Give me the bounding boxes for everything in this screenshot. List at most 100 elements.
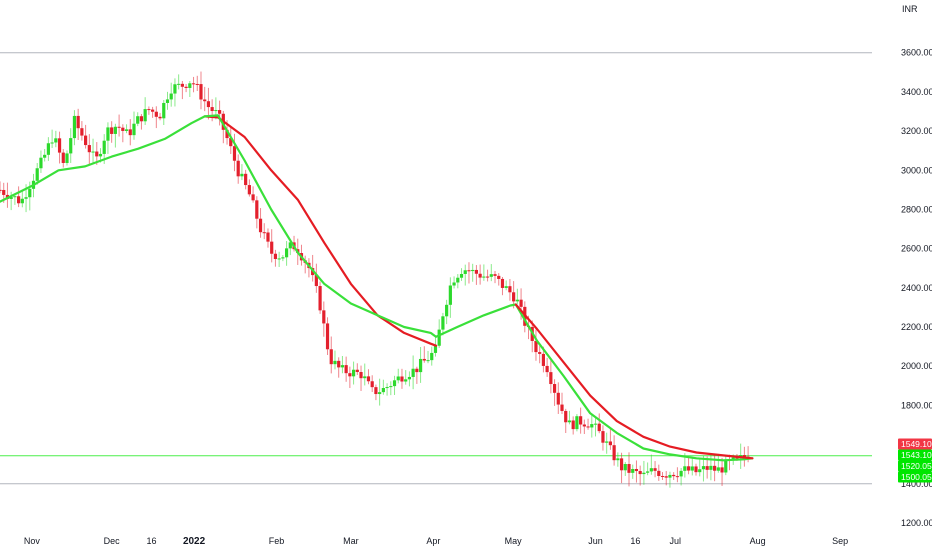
candle-body bbox=[277, 258, 281, 260]
y-tick-label: 2000.00 bbox=[901, 361, 932, 371]
candle-body bbox=[270, 241, 274, 254]
candle-body bbox=[392, 380, 397, 387]
x-tick-label: Feb bbox=[269, 536, 285, 546]
candle-body bbox=[80, 128, 84, 136]
candle-body bbox=[545, 365, 549, 373]
candle-body bbox=[210, 107, 214, 112]
candle-body bbox=[694, 466, 698, 473]
candle-body bbox=[482, 276, 486, 278]
candle-body bbox=[597, 423, 601, 432]
candle-body bbox=[124, 129, 129, 131]
x-tick-label: Apr bbox=[426, 536, 440, 546]
y-tick-label: 2800.00 bbox=[901, 204, 932, 214]
candle-body bbox=[608, 441, 612, 446]
candle-body bbox=[232, 146, 237, 161]
candle-body bbox=[668, 474, 672, 478]
candle-body bbox=[564, 410, 568, 423]
candle-body bbox=[686, 466, 691, 471]
candle-body bbox=[165, 99, 170, 103]
candle-body bbox=[43, 154, 47, 158]
candle-body bbox=[247, 185, 251, 195]
candle-body bbox=[441, 316, 445, 330]
candle-body bbox=[709, 465, 713, 470]
candle-body bbox=[404, 379, 408, 382]
ema-fast-line bbox=[0, 114, 517, 338]
candle-body bbox=[65, 153, 69, 163]
x-tick-label: Aug bbox=[750, 536, 766, 546]
candle-body bbox=[147, 109, 151, 111]
candle-body bbox=[493, 274, 497, 276]
candle-body bbox=[244, 173, 248, 186]
moving-averages bbox=[0, 114, 754, 462]
price-label: 1500.05 bbox=[901, 472, 932, 482]
candle-body bbox=[396, 376, 400, 381]
y-tick-label: 1800.00 bbox=[901, 400, 932, 410]
candle-body bbox=[136, 116, 140, 124]
price-label-bg bbox=[898, 438, 932, 450]
candle-body bbox=[113, 126, 117, 134]
candle-body bbox=[433, 345, 438, 353]
candles bbox=[0, 71, 750, 488]
candle-body bbox=[69, 138, 73, 154]
candle-body bbox=[538, 352, 542, 354]
candle-body bbox=[329, 349, 333, 365]
candle-body bbox=[742, 455, 746, 457]
candle-body bbox=[430, 352, 434, 361]
candle-body bbox=[649, 468, 653, 472]
candle-body bbox=[337, 360, 341, 368]
candle-body bbox=[485, 276, 490, 278]
candle-body bbox=[229, 138, 233, 147]
candle-body bbox=[415, 368, 419, 373]
candle-body bbox=[91, 151, 95, 153]
candle-body bbox=[463, 270, 467, 274]
candle-body bbox=[601, 431, 605, 443]
candle-body bbox=[422, 358, 426, 361]
candle-body bbox=[340, 365, 345, 368]
x-tick-label: May bbox=[505, 536, 523, 546]
candle-body bbox=[322, 310, 326, 324]
candle-body bbox=[724, 459, 728, 473]
candle-body bbox=[132, 123, 136, 136]
y-tick-label: 2400.00 bbox=[901, 283, 932, 293]
candle-body bbox=[534, 340, 538, 353]
y-tick-label: 1200.00 bbox=[901, 518, 932, 528]
candle-body bbox=[173, 84, 177, 94]
price-label: 1520.05 bbox=[901, 461, 932, 471]
candle-body bbox=[664, 476, 668, 478]
candle-body bbox=[203, 99, 207, 102]
candle-body bbox=[445, 304, 449, 317]
price-label: 1543.10 bbox=[901, 450, 932, 460]
candle-body bbox=[195, 83, 199, 85]
candle-body bbox=[162, 102, 166, 119]
candle-body bbox=[351, 369, 356, 377]
candle-body bbox=[586, 426, 590, 428]
candle-body bbox=[121, 127, 125, 131]
y-tick-label: 3600.00 bbox=[901, 48, 932, 58]
currency-label: INR bbox=[902, 4, 918, 14]
ema-fast-lower-line bbox=[514, 303, 754, 462]
candle-body bbox=[57, 138, 62, 153]
candle-body bbox=[560, 404, 564, 411]
candle-body bbox=[616, 458, 620, 461]
candle-body bbox=[631, 468, 635, 473]
candle-body bbox=[720, 467, 724, 473]
candle-body bbox=[28, 188, 32, 198]
candle-body bbox=[217, 110, 222, 114]
candle-body bbox=[582, 424, 586, 427]
candle-body bbox=[359, 371, 363, 379]
candle-body bbox=[474, 269, 479, 274]
candle-body bbox=[110, 127, 114, 134]
candle-body bbox=[17, 196, 21, 204]
candle-body bbox=[489, 274, 493, 277]
candle-body bbox=[35, 168, 39, 181]
candle-body bbox=[660, 475, 665, 477]
candle-body bbox=[716, 467, 720, 471]
candle-body bbox=[206, 101, 211, 108]
candle-body bbox=[214, 110, 218, 112]
x-tick-label: Jun bbox=[588, 536, 603, 546]
candle-body bbox=[128, 129, 132, 136]
candle-body bbox=[378, 392, 382, 395]
candle-body bbox=[478, 273, 482, 278]
candle-body bbox=[236, 160, 240, 177]
